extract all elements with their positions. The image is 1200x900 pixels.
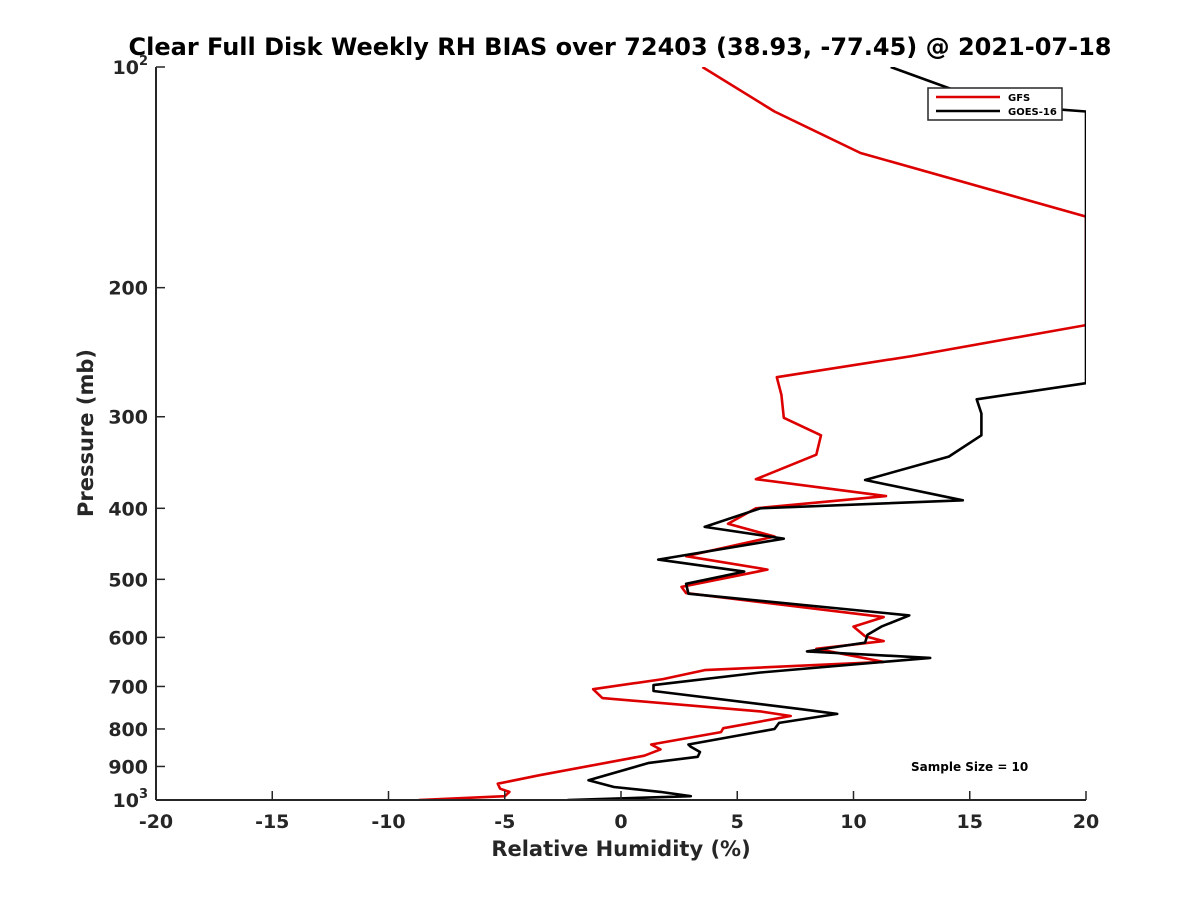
x-tick-label: -15 bbox=[255, 811, 289, 833]
x-tick-label: 15 bbox=[957, 811, 983, 833]
sample-size-annotation: Sample Size = 10 bbox=[911, 760, 1028, 774]
x-tick-label: -5 bbox=[494, 811, 515, 833]
legend-box bbox=[927, 87, 1063, 121]
chart-title: Clear Full Disk Weekly RH BIAS over 7240… bbox=[129, 33, 1112, 61]
y-tick-label: 200 bbox=[108, 278, 148, 300]
y-tick-label: 600 bbox=[108, 627, 148, 649]
x-axis-label: Relative Humidity (%) bbox=[491, 837, 750, 861]
y-tick-label: 800 bbox=[108, 719, 148, 741]
x-tick-label: 0 bbox=[614, 811, 627, 833]
x-tick-label: 20 bbox=[1073, 811, 1099, 833]
y-tick-base: 10 bbox=[113, 790, 139, 812]
series-line-gfs bbox=[418, 67, 1086, 800]
y-tick-base: 10 bbox=[113, 57, 139, 79]
x-tick-label: -20 bbox=[139, 811, 173, 833]
y-tick-label: 102 bbox=[113, 54, 149, 79]
y-tick-exponent: 2 bbox=[139, 54, 148, 69]
x-ticks: -20 -15 -10 -5 0 5 10 15 20 bbox=[139, 791, 1099, 833]
series-line-goes16 bbox=[567, 67, 1086, 800]
y-tick-label: 500 bbox=[108, 569, 148, 591]
y-tick-label: 300 bbox=[108, 407, 148, 429]
x-tick-label: -10 bbox=[371, 811, 405, 833]
legend: GFS GOES-16 bbox=[927, 87, 1063, 121]
y-tick-label: 400 bbox=[108, 498, 148, 520]
series-layer bbox=[418, 67, 1086, 800]
legend-label-goes16: GOES-16 bbox=[1008, 107, 1057, 118]
x-tick-label: 5 bbox=[731, 811, 744, 833]
y-tick-label: 700 bbox=[108, 676, 148, 698]
y-axis-label: Pressure (mb) bbox=[74, 349, 98, 517]
y-tick-label: 103 bbox=[113, 787, 149, 812]
legend-label-gfs: GFS bbox=[1008, 93, 1030, 104]
y-tick-label: 900 bbox=[108, 756, 148, 778]
x-tick-label: 10 bbox=[840, 811, 866, 833]
y-tick-exponent: 3 bbox=[139, 787, 148, 802]
